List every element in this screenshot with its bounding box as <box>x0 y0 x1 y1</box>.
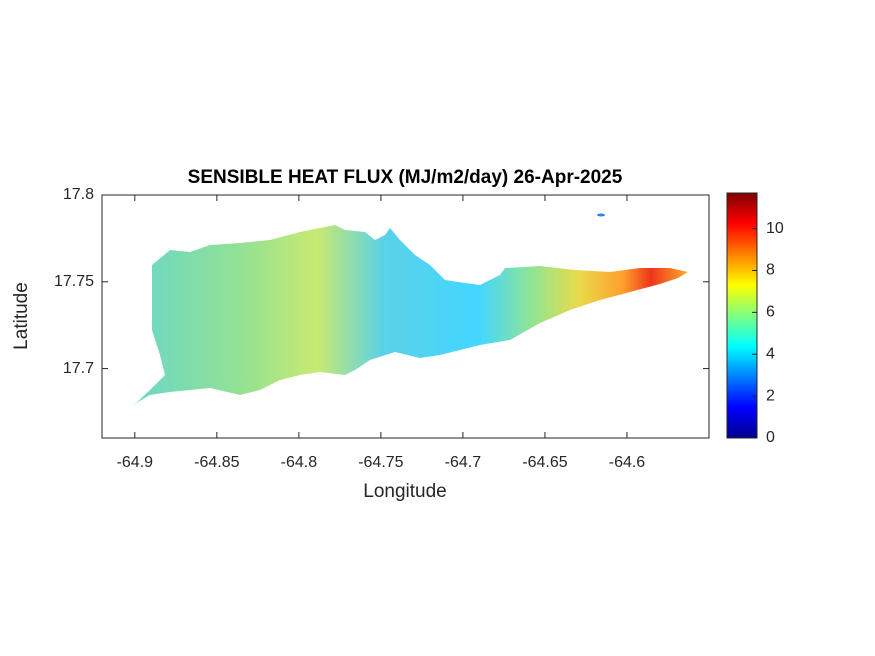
chart-title: SENSIBLE HEAT FLUX (MJ/m2/day) 26-Apr-20… <box>188 167 623 188</box>
x-tick-label: -64.75 <box>358 454 403 471</box>
x-tick-label: -64.9 <box>117 454 154 471</box>
x-tick-label: -64.6 <box>609 454 646 471</box>
islet <box>597 213 605 217</box>
colorbar-tick-label: 4 <box>766 345 775 362</box>
x-tick-label: -64.8 <box>281 454 318 471</box>
y-tick-label: 17.8 <box>63 186 94 203</box>
y-axis-label: Latitude <box>11 282 32 350</box>
colorbar-tick-label: 8 <box>766 262 775 279</box>
x-axis-label: Longitude <box>363 481 446 502</box>
colorbar-tick-label: 0 <box>766 429 775 446</box>
colorbar-tick-label: 10 <box>766 220 784 237</box>
x-tick-label: -64.85 <box>194 454 239 471</box>
colorbar-tick-label: 6 <box>766 304 775 321</box>
y-tick-label: 17.75 <box>54 273 94 290</box>
y-tick-label: 17.7 <box>63 360 94 377</box>
x-tick-label: -64.65 <box>522 454 567 471</box>
x-tick-label: -64.7 <box>445 454 482 471</box>
axes-box <box>101 194 710 439</box>
colorbar-tick-label: 2 <box>766 387 775 404</box>
island-field <box>133 225 688 406</box>
colorbar <box>726 192 758 439</box>
